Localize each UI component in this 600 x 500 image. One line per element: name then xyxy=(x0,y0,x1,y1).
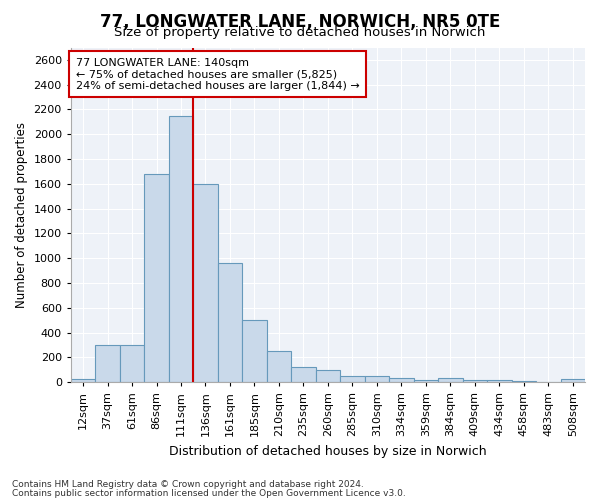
Bar xyxy=(144,174,169,382)
Text: 77 LONGWATER LANE: 140sqm
← 75% of detached houses are smaller (5,825)
24% of se: 77 LONGWATER LANE: 140sqm ← 75% of detac… xyxy=(76,58,360,90)
Bar xyxy=(316,370,340,382)
Bar xyxy=(365,376,389,382)
Bar xyxy=(267,351,291,382)
Text: Contains public sector information licensed under the Open Government Licence v3: Contains public sector information licen… xyxy=(12,488,406,498)
Bar xyxy=(291,368,316,382)
Bar xyxy=(463,380,487,382)
Bar xyxy=(487,380,512,382)
Bar xyxy=(413,380,438,382)
Bar xyxy=(95,345,120,382)
Bar xyxy=(71,379,95,382)
Bar xyxy=(389,378,413,382)
Bar xyxy=(340,376,365,382)
Text: Contains HM Land Registry data © Crown copyright and database right 2024.: Contains HM Land Registry data © Crown c… xyxy=(12,480,364,489)
Bar xyxy=(193,184,218,382)
Bar xyxy=(438,378,463,382)
X-axis label: Distribution of detached houses by size in Norwich: Distribution of detached houses by size … xyxy=(169,444,487,458)
Bar xyxy=(218,263,242,382)
Y-axis label: Number of detached properties: Number of detached properties xyxy=(15,122,28,308)
Bar xyxy=(242,320,267,382)
Bar xyxy=(560,379,585,382)
Text: 77, LONGWATER LANE, NORWICH, NR5 0TE: 77, LONGWATER LANE, NORWICH, NR5 0TE xyxy=(100,12,500,30)
Bar xyxy=(512,381,536,382)
Bar xyxy=(120,345,144,382)
Bar xyxy=(169,116,193,382)
Text: Size of property relative to detached houses in Norwich: Size of property relative to detached ho… xyxy=(115,26,485,39)
